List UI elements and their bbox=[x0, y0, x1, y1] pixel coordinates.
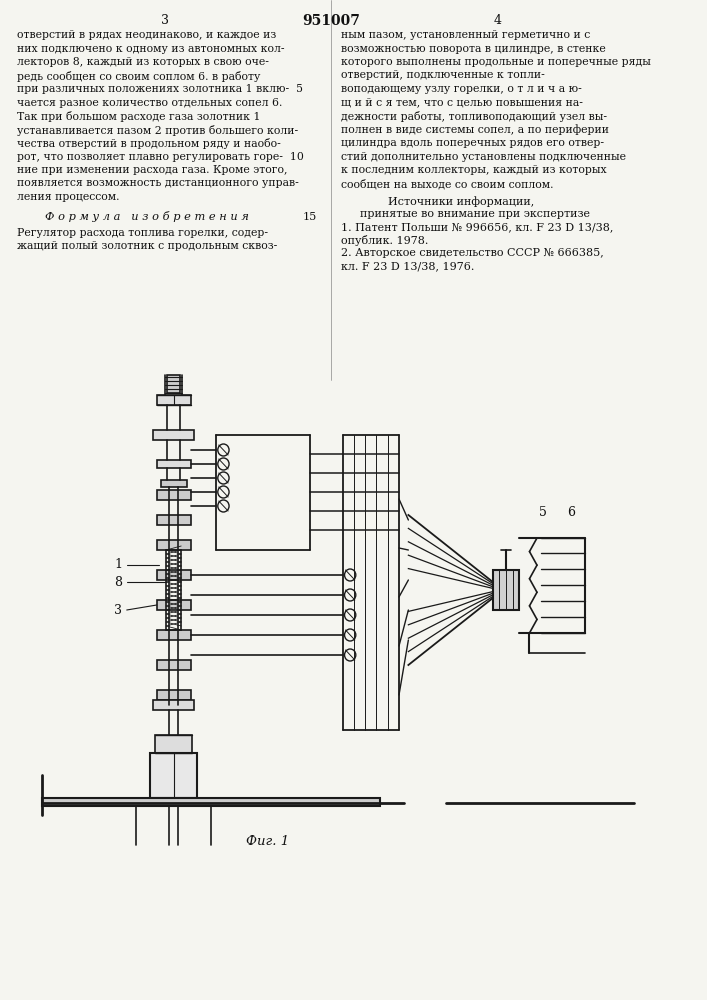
Text: редь сообщен со своим соплом 6. в работу: редь сообщен со своим соплом 6. в работу bbox=[17, 70, 260, 82]
Text: 1: 1 bbox=[114, 558, 122, 572]
Bar bbox=[157, 515, 191, 525]
Text: Регулятор расхода топлива горелки, содер-: Регулятор расхода топлива горелки, содер… bbox=[17, 228, 268, 237]
Text: дежности работы, топливоподающий узел вы-: дежности работы, топливоподающий узел вы… bbox=[341, 111, 607, 122]
Text: ние при изменении расхода газа. Кроме этого,: ние при изменении расхода газа. Кроме эт… bbox=[17, 165, 288, 175]
Text: при различных положениях золотника 1 вклю-  5: при различных положениях золотника 1 вкл… bbox=[17, 84, 303, 94]
Text: 951007: 951007 bbox=[303, 14, 361, 28]
Text: чается разное количество отдельных сопел 6.: чается разное количество отдельных сопел… bbox=[17, 98, 282, 107]
Bar bbox=[157, 395, 191, 405]
Bar bbox=[157, 490, 191, 500]
Text: отверстий, подключенные к топли-: отверстий, подключенные к топли- bbox=[341, 70, 544, 81]
Text: Так при большом расходе газа золотник 1: Так при большом расходе газа золотник 1 bbox=[17, 111, 260, 122]
Text: устанавливается пазом 2 против большего коли-: устанавливается пазом 2 против большего … bbox=[17, 124, 298, 135]
Text: к последним коллекторы, каждый из которых: к последним коллекторы, каждый из которы… bbox=[341, 165, 607, 175]
Bar bbox=[157, 540, 191, 550]
Bar bbox=[153, 430, 194, 440]
Bar bbox=[157, 460, 191, 468]
Text: цилиндра вдоль поперечных рядов его отвер-: цилиндра вдоль поперечных рядов его отве… bbox=[341, 138, 604, 148]
Bar bbox=[157, 660, 191, 670]
Text: кл. F 23 D 13/38, 1976.: кл. F 23 D 13/38, 1976. bbox=[341, 261, 474, 271]
Bar bbox=[157, 690, 191, 700]
Bar bbox=[42, 798, 380, 806]
Bar bbox=[153, 700, 194, 710]
Text: отверстий в рядах неодинаково, и каждое из: отверстий в рядах неодинаково, и каждое … bbox=[17, 30, 276, 40]
Text: полнен в виде системы сопел, а по периферии: полнен в виде системы сопел, а по перифе… bbox=[341, 124, 609, 135]
Text: 2. Авторское свидетельство СССР № 666385,: 2. Авторское свидетельство СССР № 666385… bbox=[341, 248, 604, 258]
Bar bbox=[157, 570, 191, 580]
Text: 3: 3 bbox=[114, 603, 122, 616]
Text: 5: 5 bbox=[539, 506, 547, 520]
Bar bbox=[493, 570, 519, 610]
Bar bbox=[150, 753, 197, 798]
Bar bbox=[160, 480, 187, 487]
Text: Источники информации,: Источники информации, bbox=[387, 196, 534, 207]
Text: жащий полый золотник с продольным сквоз-: жащий полый золотник с продольным сквоз- bbox=[17, 241, 277, 251]
Bar bbox=[167, 375, 180, 393]
Text: рот, что позволяет плавно регулировать горе-  10: рот, что позволяет плавно регулировать г… bbox=[17, 151, 304, 161]
Text: 8: 8 bbox=[114, 576, 122, 588]
Text: 3: 3 bbox=[161, 14, 169, 27]
Text: 15: 15 bbox=[303, 212, 317, 222]
Text: которого выполнены продольные и поперечные ряды: которого выполнены продольные и поперечн… bbox=[341, 57, 650, 67]
Text: 6: 6 bbox=[567, 506, 575, 520]
Text: чества отверстий в продольном ряду и наобо-: чества отверстий в продольном ряду и нао… bbox=[17, 138, 281, 149]
Text: Фиг. 1: Фиг. 1 bbox=[246, 835, 289, 848]
Text: появляется возможность дистанционного управ-: появляется возможность дистанционного уп… bbox=[17, 178, 298, 188]
Text: лекторов 8, каждый из которых в свою оче-: лекторов 8, каждый из которых в свою оче… bbox=[17, 57, 269, 67]
Text: Ф о р м у л а   и з о б р е т е н и я: Ф о р м у л а и з о б р е т е н и я bbox=[45, 212, 249, 223]
Text: опублик. 1978.: опублик. 1978. bbox=[341, 235, 428, 246]
Text: них подключено к одному из автономных кол-: них подключено к одному из автономных ко… bbox=[17, 43, 284, 53]
Text: сообщен на выходе со своим соплом.: сообщен на выходе со своим соплом. bbox=[341, 178, 554, 189]
Bar bbox=[155, 735, 192, 753]
Text: 1. Патент Польши № 996656, кл. F 23 D 13/38,: 1. Патент Польши № 996656, кл. F 23 D 13… bbox=[341, 222, 613, 232]
Text: ным пазом, установленный герметично и с: ным пазом, установленный герметично и с bbox=[341, 30, 590, 40]
Text: воподающему узлу горелки, о т л и ч а ю-: воподающему узлу горелки, о т л и ч а ю- bbox=[341, 84, 582, 94]
Text: щ и й с я тем, что с целью повышения на-: щ и й с я тем, что с целью повышения на- bbox=[341, 98, 583, 107]
Text: 4: 4 bbox=[493, 14, 501, 27]
Text: ления процессом.: ления процессом. bbox=[17, 192, 119, 202]
Bar bbox=[157, 600, 191, 610]
Text: стий дополнительно установлены подключенные: стий дополнительно установлены подключен… bbox=[341, 151, 626, 161]
Bar bbox=[166, 550, 181, 630]
Bar bbox=[157, 630, 191, 640]
Text: принятые во внимание при экспертизе: принятые во внимание при экспертизе bbox=[360, 209, 590, 219]
Text: возможностью поворота в цилиндре, в стенке: возможностью поворота в цилиндре, в стен… bbox=[341, 43, 605, 53]
